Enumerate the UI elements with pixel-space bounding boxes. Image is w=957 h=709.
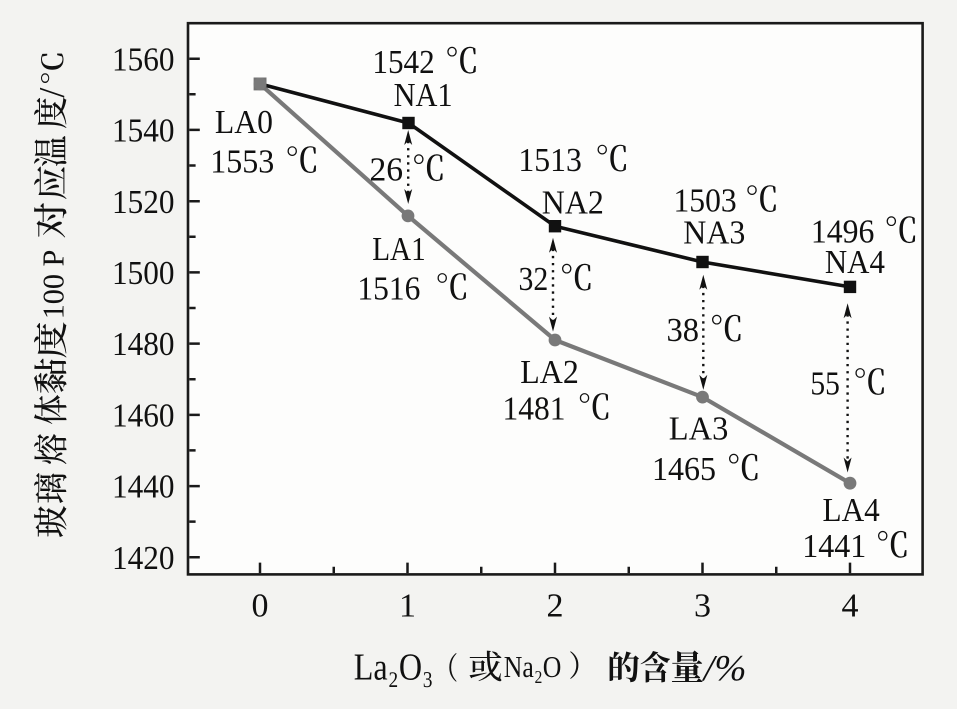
- svg-text:1496: 1496: [811, 214, 875, 251]
- svg-text:/%: /%: [702, 648, 747, 689]
- svg-text:1513: 1513: [518, 142, 582, 179]
- svg-text:NA2: NA2: [542, 184, 604, 221]
- svg-text:26: 26: [370, 152, 404, 189]
- svg-text:2: 2: [547, 588, 564, 625]
- svg-text:LA0: LA0: [215, 104, 273, 141]
- svg-text:NA1: NA1: [394, 77, 453, 114]
- svg-text:1480: 1480: [112, 326, 175, 363]
- svg-text:1: 1: [399, 588, 416, 625]
- svg-text:1503: 1503: [674, 182, 737, 219]
- svg-text:1560: 1560: [112, 41, 175, 78]
- svg-text:1440: 1440: [112, 469, 175, 506]
- svg-text:32: 32: [519, 261, 549, 298]
- svg-text:La₂O₃: La₂O₃: [354, 647, 434, 689]
- svg-text:1540: 1540: [112, 113, 175, 150]
- svg-text:LA3: LA3: [669, 410, 729, 447]
- svg-text:1460: 1460: [112, 398, 175, 435]
- svg-text:LA1: LA1: [372, 231, 426, 268]
- svg-text:Na₂O: Na₂O: [504, 649, 562, 684]
- svg-text:LA2: LA2: [520, 354, 579, 391]
- svg-text:1441: 1441: [802, 528, 866, 565]
- svg-text:4: 4: [842, 588, 859, 625]
- svg-text:100 P: 100 P: [36, 250, 71, 320]
- svg-text:NA4: NA4: [825, 244, 885, 281]
- svg-text:1553: 1553: [210, 143, 274, 180]
- svg-text:1481: 1481: [503, 390, 566, 427]
- svg-text:NA3: NA3: [683, 214, 745, 251]
- svg-text:38: 38: [667, 312, 700, 349]
- svg-text:1420: 1420: [112, 540, 175, 577]
- svg-text:1520: 1520: [112, 184, 175, 221]
- svg-text:1516: 1516: [357, 270, 420, 307]
- svg-text:1465: 1465: [652, 451, 716, 488]
- svg-text:3: 3: [694, 588, 711, 625]
- svg-text:LA4: LA4: [823, 492, 880, 529]
- svg-text:1500: 1500: [112, 255, 175, 292]
- svg-text:0: 0: [252, 588, 269, 625]
- svg-text:1542: 1542: [372, 44, 434, 81]
- svg-text:/: /: [32, 88, 72, 98]
- svg-text:55: 55: [810, 365, 840, 402]
